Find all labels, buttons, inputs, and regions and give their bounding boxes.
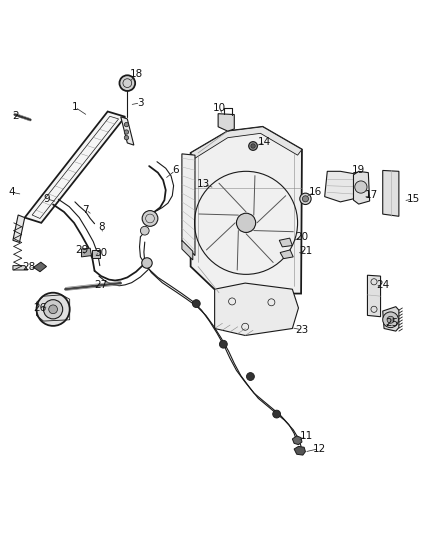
Circle shape — [387, 316, 394, 323]
Polygon shape — [294, 446, 305, 455]
Polygon shape — [81, 248, 92, 257]
Text: 15: 15 — [406, 194, 420, 204]
Circle shape — [273, 410, 281, 418]
Text: 13: 13 — [197, 180, 210, 189]
Polygon shape — [191, 127, 302, 158]
Polygon shape — [367, 275, 381, 317]
Polygon shape — [182, 154, 195, 256]
Circle shape — [249, 142, 258, 150]
Circle shape — [142, 211, 158, 227]
Polygon shape — [383, 306, 399, 331]
Text: 17: 17 — [365, 190, 378, 200]
Circle shape — [247, 373, 254, 381]
Circle shape — [302, 196, 308, 202]
Circle shape — [383, 312, 399, 328]
Circle shape — [124, 135, 129, 140]
Circle shape — [120, 75, 135, 91]
Polygon shape — [325, 171, 355, 202]
Polygon shape — [280, 250, 293, 259]
Polygon shape — [25, 111, 125, 223]
Polygon shape — [33, 262, 46, 272]
Text: 30: 30 — [94, 247, 107, 257]
Polygon shape — [182, 240, 193, 260]
Text: 18: 18 — [129, 69, 143, 79]
Polygon shape — [353, 171, 370, 204]
Text: 12: 12 — [313, 443, 326, 454]
Circle shape — [49, 305, 57, 313]
Polygon shape — [191, 127, 302, 294]
Polygon shape — [218, 114, 234, 131]
Circle shape — [300, 193, 311, 205]
Text: 25: 25 — [385, 318, 398, 328]
Polygon shape — [13, 215, 25, 243]
Text: 16: 16 — [308, 187, 321, 197]
Polygon shape — [13, 265, 28, 270]
Text: 11: 11 — [300, 431, 313, 441]
Circle shape — [141, 227, 149, 235]
Circle shape — [192, 300, 200, 308]
Circle shape — [124, 130, 129, 134]
Text: 27: 27 — [95, 280, 108, 290]
Polygon shape — [92, 250, 100, 258]
Circle shape — [142, 258, 152, 268]
Text: 4: 4 — [8, 187, 15, 197]
Text: 26: 26 — [33, 303, 46, 313]
Text: 8: 8 — [98, 222, 104, 232]
Text: 29: 29 — [75, 245, 88, 255]
Polygon shape — [383, 171, 399, 216]
Text: 10: 10 — [212, 103, 226, 114]
Circle shape — [237, 213, 256, 232]
Text: 19: 19 — [352, 165, 365, 175]
Circle shape — [219, 340, 227, 348]
Circle shape — [251, 144, 255, 148]
Text: 20: 20 — [295, 232, 308, 242]
Circle shape — [43, 300, 63, 319]
Polygon shape — [279, 238, 292, 247]
Text: 14: 14 — [258, 137, 272, 147]
Text: 7: 7 — [82, 205, 89, 215]
Text: 6: 6 — [172, 165, 179, 175]
Text: 2: 2 — [13, 111, 19, 121]
Text: 28: 28 — [22, 262, 36, 272]
Polygon shape — [121, 117, 134, 145]
Circle shape — [355, 181, 367, 193]
Text: 23: 23 — [295, 325, 309, 335]
Text: 24: 24 — [376, 280, 389, 290]
Text: 1: 1 — [71, 102, 78, 112]
Text: 21: 21 — [300, 246, 313, 256]
Circle shape — [124, 123, 129, 127]
Polygon shape — [292, 436, 302, 445]
Text: 3: 3 — [137, 98, 144, 108]
Polygon shape — [215, 283, 298, 335]
Text: 9: 9 — [43, 194, 50, 204]
Circle shape — [36, 293, 70, 326]
